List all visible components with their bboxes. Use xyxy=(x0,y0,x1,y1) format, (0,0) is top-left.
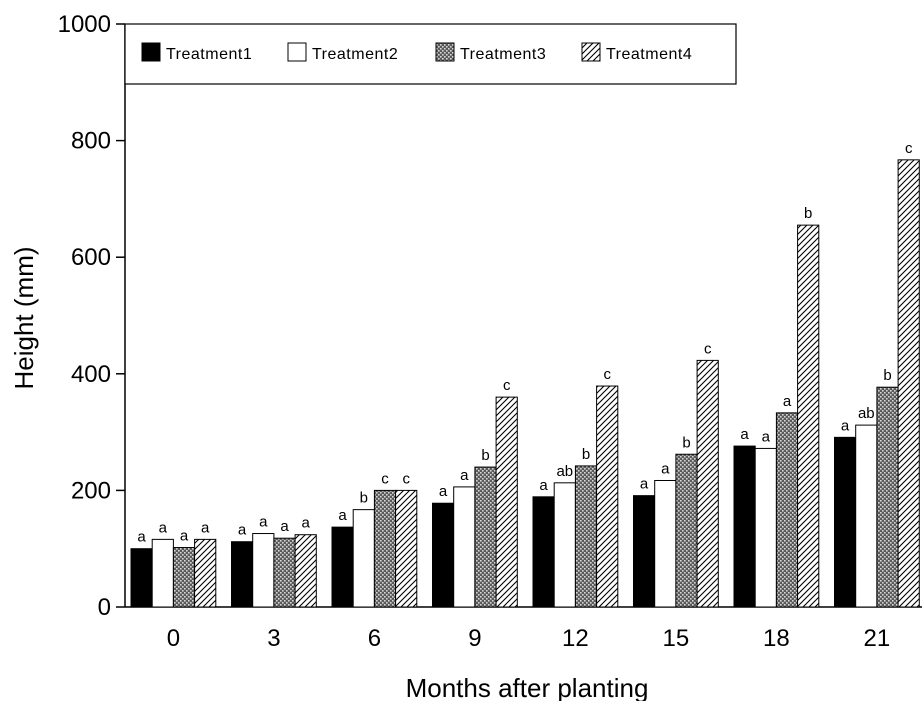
significance-label: a xyxy=(259,514,268,531)
bar-treatment2 xyxy=(252,533,275,608)
bar-treatment3 xyxy=(675,453,698,608)
x-axis-title: Months after planting xyxy=(406,673,649,701)
y-tick-label: 600 xyxy=(71,244,111,271)
x-tick-label: 18 xyxy=(763,625,790,652)
x-tick-label: 6 xyxy=(368,625,381,652)
significance-label: a xyxy=(302,515,311,532)
significance-label: c xyxy=(603,366,611,383)
bar-treatment2 xyxy=(754,447,777,608)
significance-label: c xyxy=(402,470,410,487)
significance-label: a xyxy=(661,460,670,477)
bar-treatment1 xyxy=(432,502,455,608)
significance-label: a xyxy=(439,483,448,500)
y-tick-label: 800 xyxy=(71,128,111,155)
legend-label: Treatment1 xyxy=(166,46,252,63)
legend-box xyxy=(124,23,737,85)
significance-label: a xyxy=(201,519,210,536)
bar-treatment1 xyxy=(733,445,756,608)
bar-treatment2 xyxy=(654,479,677,608)
bar-treatment4 xyxy=(395,489,418,608)
x-tick-label: 21 xyxy=(864,625,891,652)
bar-treatment4 xyxy=(596,385,619,608)
significance-label: b xyxy=(804,205,812,222)
bar-treatment1 xyxy=(532,496,555,608)
bar-treatment3 xyxy=(273,537,296,608)
significance-label: c xyxy=(381,470,389,487)
significance-label: a xyxy=(841,417,850,434)
bar-treatment2 xyxy=(352,509,375,608)
significance-label: ab xyxy=(556,463,573,480)
bar-treatment1 xyxy=(834,436,857,608)
bar-treatment1 xyxy=(633,495,656,608)
legend: Treatment1 Treatment2 Treatment3 Treatment4 xyxy=(124,23,737,85)
y-tick-label: 0 xyxy=(98,594,111,621)
significance-label: c xyxy=(905,140,913,157)
legend-label: Treatment4 xyxy=(606,46,692,63)
bar-treatment2 xyxy=(855,424,878,608)
legend-swatch-treatment1 xyxy=(141,42,161,62)
x-tick-label: 3 xyxy=(267,625,280,652)
bar-treatment4 xyxy=(194,538,217,608)
legend-swatch-treatment4 xyxy=(581,42,601,62)
significance-label: a xyxy=(762,428,771,445)
bar-treatment1 xyxy=(130,548,153,608)
significance-label: a xyxy=(238,522,247,539)
bar-treatment3 xyxy=(574,465,598,608)
significance-label: a xyxy=(539,477,548,494)
significance-label: a xyxy=(783,393,792,410)
x-axis-ticks: 0 3 6 9 12 15 18 21 xyxy=(167,625,891,652)
bar-treatment3 xyxy=(775,412,799,608)
y-axis-title: Height (mm) xyxy=(9,246,39,389)
significance-label: a xyxy=(280,518,289,535)
significance-label: a xyxy=(740,426,749,443)
y-tick-label: 200 xyxy=(71,477,111,504)
significance-label: b xyxy=(682,434,690,451)
bar-treatment4 xyxy=(495,396,518,608)
bar-treatment3 xyxy=(876,386,899,608)
significance-label: b xyxy=(582,446,590,463)
bar-treatment4 xyxy=(294,534,317,608)
x-tick-label: 15 xyxy=(663,625,690,652)
legend-swatch-treatment3 xyxy=(435,42,455,62)
significance-label: a xyxy=(640,476,649,493)
significance-label: a xyxy=(338,507,347,524)
y-tick-label: 1000 xyxy=(58,11,111,38)
significance-label: c xyxy=(704,340,712,357)
significance-label: a xyxy=(159,519,168,536)
bar-treatment4 xyxy=(797,224,820,608)
y-tick-label: 400 xyxy=(71,361,111,388)
x-tick-label: 12 xyxy=(562,625,589,652)
bar-treatment3 xyxy=(172,547,196,608)
significance-label: b xyxy=(883,367,891,384)
bar-treatment3 xyxy=(474,466,497,608)
bar-treatment3 xyxy=(373,489,397,608)
bar-series-group xyxy=(130,159,920,608)
bar-treatment4 xyxy=(696,359,719,608)
significance-label: ab xyxy=(858,405,875,422)
significance-label: c xyxy=(503,377,511,394)
significance-label: b xyxy=(481,447,489,464)
legend-swatch-treatment2 xyxy=(287,42,307,62)
significance-label: b xyxy=(360,490,368,507)
bar-treatment2 xyxy=(553,482,576,608)
x-tick-label: 9 xyxy=(468,625,481,652)
significance-label: a xyxy=(460,467,469,484)
bar-treatment1 xyxy=(231,541,254,608)
significance-label: a xyxy=(137,529,146,546)
bar-treatment1 xyxy=(331,526,354,608)
x-tick-label: 0 xyxy=(167,625,180,652)
significance-label: a xyxy=(180,528,189,545)
bar-treatment2 xyxy=(453,486,476,608)
legend-label: Treatment3 xyxy=(460,46,546,63)
bar-treatment4 xyxy=(897,159,920,608)
legend-label: Treatment2 xyxy=(312,46,398,63)
y-axis-ticks: 0 200 400 600 800 1000 xyxy=(58,11,125,621)
bar-treatment2 xyxy=(151,538,174,608)
